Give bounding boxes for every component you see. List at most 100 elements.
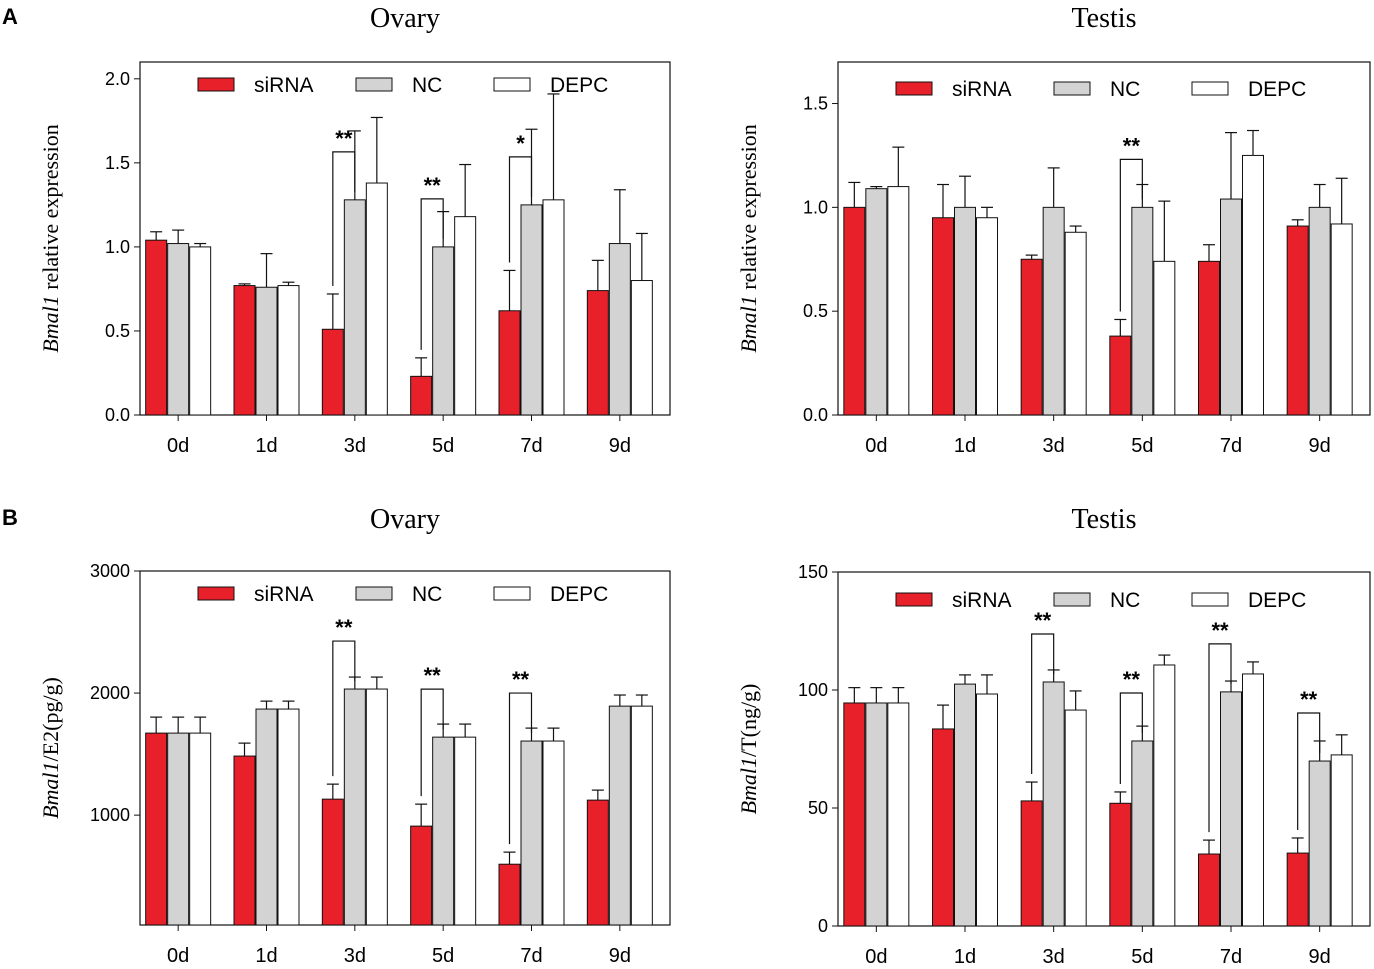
y-label-gene: Bmal1 [38, 761, 63, 818]
x-tick-label: 7d [520, 435, 542, 457]
significance-label: ** [1300, 687, 1318, 712]
chart-panel-3: Testis Bmal1/T(ng/g) 0 50 100 150 0d 1d 3d 5d 7d 9d… [736, 504, 1371, 968]
bar-depc [542, 199, 565, 416]
y-tick-label: 2000 [90, 683, 130, 703]
bar-sirna [145, 732, 168, 926]
plot-frame [139, 61, 671, 416]
y-axis-label: Bmal1/T(ng/g) [736, 684, 761, 815]
bar-sirna [1109, 802, 1132, 927]
bar-depc [1242, 154, 1264, 416]
legend-swatch-depc [493, 586, 531, 601]
legend-swatch-sirna [895, 81, 933, 96]
y-label-gene: Bmal1 [38, 295, 63, 352]
bar-nc [432, 246, 455, 416]
bar-depc [277, 285, 300, 416]
significance-bracket [1119, 158, 1143, 312]
bar-nc [608, 705, 631, 926]
y-tick-label: 0.0 [803, 405, 828, 425]
y-label-gene: Bmal1 [736, 295, 761, 352]
bar-sirna [843, 206, 866, 416]
y-tick-label: 0.5 [105, 321, 130, 341]
bar-sirna [1198, 853, 1220, 927]
bar-sirna [1198, 260, 1220, 416]
bar-nc [954, 683, 976, 927]
bar-nc [1220, 198, 1242, 416]
legend-swatch-depc [1191, 592, 1229, 607]
bar-nc [520, 740, 543, 926]
legend-swatch-depc [1191, 81, 1229, 96]
y-axis-label: Bmal1 relative expression [736, 124, 761, 353]
significance-label: ** [1211, 618, 1229, 643]
bar-sirna [1020, 258, 1043, 416]
bar-depc [1064, 709, 1087, 927]
y-tick-label: 0.5 [803, 301, 828, 321]
legend-swatch-nc [1053, 592, 1091, 607]
bar-depc [277, 708, 300, 926]
y-tick-label: 0 [818, 916, 828, 936]
bar-depc [189, 732, 212, 926]
chart-title: Testis [1072, 504, 1137, 535]
x-tick-label: 9d [1309, 435, 1331, 457]
x-tick-label: 5d [1131, 946, 1153, 964]
y-axis-label: Bmal1 relative expression [38, 124, 63, 353]
bar-depc [887, 702, 910, 927]
significance-label: ** [424, 173, 442, 198]
legend-swatch-sirna [197, 586, 235, 601]
significance-bracket [1119, 692, 1143, 784]
legend-label: NC [412, 74, 442, 97]
y-tick-label: 1.0 [803, 197, 828, 217]
legend-label: DEPC [1248, 589, 1306, 612]
x-tick-label: 5d [432, 945, 454, 964]
bar-depc [976, 693, 998, 927]
bar-sirna [233, 285, 256, 416]
bar-depc [976, 217, 998, 416]
panel-letter-a: A [2, 4, 18, 29]
bar-nc [255, 286, 278, 416]
significance-bracket [1031, 633, 1055, 775]
x-tick-label: 1d [255, 945, 277, 964]
bar-depc [1242, 673, 1264, 927]
bar-depc [630, 280, 653, 416]
legend-label: NC [1110, 589, 1140, 612]
bar-nc [1308, 760, 1331, 927]
x-tick-label: 7d [520, 945, 542, 964]
legend-label: NC [1110, 78, 1140, 101]
bar-depc [1064, 231, 1087, 416]
significance-bracket [508, 156, 533, 263]
bar-sirna [145, 239, 168, 416]
x-tick-label: 5d [1131, 435, 1153, 457]
x-tick-label: 1d [954, 946, 976, 964]
y-axis-label: Bmal1/E2(pg/g) [38, 677, 63, 819]
significance-label: ** [1123, 133, 1141, 158]
bar-sirna [843, 702, 866, 927]
bar-sirna [1286, 852, 1309, 927]
legend-label: siRNA [254, 583, 314, 606]
legend-label: DEPC [1248, 78, 1306, 101]
bar-nc [255, 708, 278, 926]
legend-label: siRNA [952, 78, 1012, 101]
bar-nc [343, 199, 366, 416]
legend-label: DEPC [550, 74, 608, 97]
bar-sirna [233, 755, 256, 926]
significance-label: ** [1034, 608, 1052, 633]
bar-depc [542, 740, 565, 926]
bar-depc [887, 186, 910, 416]
significance-label: ** [335, 615, 353, 640]
y-tick-label: 1.5 [803, 94, 828, 114]
bar-nc [1220, 691, 1242, 927]
bar-depc [1153, 664, 1176, 927]
y-tick-label: 50 [808, 798, 828, 818]
bar-nc [1042, 206, 1065, 416]
legend-swatch-sirna [895, 592, 933, 607]
plot-frame [837, 571, 1371, 927]
x-tick-label: 3d [1043, 435, 1065, 457]
x-tick-label: 9d [609, 435, 631, 457]
bar-nc [865, 188, 888, 416]
legend-swatch-depc [493, 77, 531, 92]
bar-depc [189, 246, 212, 416]
x-tick-label: 0d [167, 435, 189, 457]
legend-swatch-sirna [197, 77, 235, 92]
x-tick-label: 5d [432, 435, 454, 457]
bar-depc [630, 705, 653, 926]
